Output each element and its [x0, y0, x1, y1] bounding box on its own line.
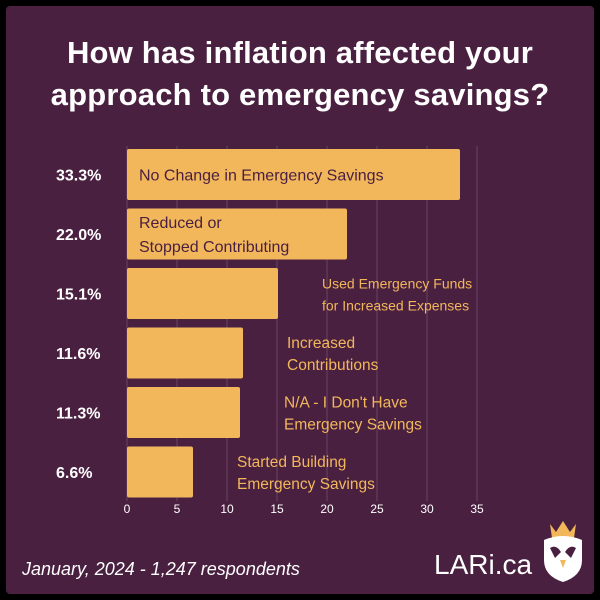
category-label-1-line-1: Stopped Contributing	[139, 239, 289, 256]
bar-2	[127, 268, 278, 319]
bar-0	[127, 149, 460, 200]
x-tick-label-7: 35	[470, 502, 484, 516]
category-label-4-line-1: Emergency Savings	[284, 417, 422, 434]
x-tick-label-0: 0	[124, 502, 131, 516]
category-label-3-line-1: Contributions	[287, 357, 379, 374]
x-tick-label-1: 5	[174, 502, 181, 516]
bar-5	[127, 446, 193, 498]
category-label-4: N/A - I Don't Have Emergency Savings	[284, 395, 422, 434]
chart-title: How has inflation affected your approach…	[6, 32, 594, 116]
owl-crown-logo-icon	[544, 521, 582, 582]
category-label-2-line-1: for Increased Expenses	[322, 298, 469, 314]
x-tick-label-2: 10	[220, 502, 234, 516]
chart-title-line-2: approach to emergency savings?	[50, 77, 550, 112]
value-label-4: 11.3%	[56, 406, 100, 423]
value-label-1: 22.0%	[56, 227, 101, 244]
category-label-0: No Change in Emergency Savings	[139, 168, 384, 185]
category-label-3: Increased Contributions	[287, 335, 379, 374]
survey-footer: January, 2024 - 1,247 respondents	[22, 559, 300, 579]
category-label-2: Used Emergency Funds for Increased Expens…	[322, 276, 472, 314]
bar-1	[127, 208, 347, 260]
x-tick-label-5: 25	[370, 502, 384, 516]
x-tick-label-4: 20	[320, 502, 334, 516]
chart-card: How has inflation affected your approach…	[6, 6, 594, 594]
value-label-3: 11.6%	[56, 346, 100, 363]
bar-3	[127, 327, 243, 379]
category-label-5-line-0: Started Building	[237, 454, 346, 471]
bar-chart: 0 5 10 15 20 25 30 35 33.3% No Change in Emergenc…	[56, 146, 484, 516]
category-label-1: Reduced or Stopped Contributing	[139, 215, 289, 256]
category-label-5: Started Building Emergency Savings	[237, 454, 375, 493]
category-label-3-line-0: Increased	[287, 335, 355, 352]
category-label-1-line-0: Reduced or	[139, 215, 222, 232]
brand-logo-text: LARi.ca	[434, 549, 533, 580]
value-label-2: 15.1%	[56, 287, 101, 304]
value-label-5: 6.6%	[56, 465, 92, 482]
value-label-0: 33.3%	[56, 168, 101, 185]
category-label-2-line-0: Used Emergency Funds	[322, 276, 472, 292]
category-label-0-line-0: No Change in Emergency Savings	[139, 168, 384, 185]
bar-4	[127, 387, 240, 438]
x-tick-label-3: 15	[270, 502, 284, 516]
category-label-5-line-1: Emergency Savings	[237, 476, 375, 493]
chart-title-line-1: How has inflation affected your	[66, 35, 534, 70]
x-tick-label-6: 30	[420, 502, 434, 516]
category-label-4-line-0: N/A - I Don't Have	[284, 395, 408, 412]
